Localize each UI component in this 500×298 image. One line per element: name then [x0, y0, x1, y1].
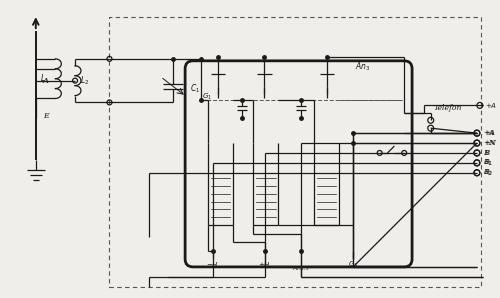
Text: $G_3$: $G_3$: [348, 260, 358, 270]
Text: $An_{1,2}$: $An_{1,2}$: [292, 265, 310, 273]
Text: $L_1$: $L_1$: [40, 72, 49, 85]
Text: +A: +A: [484, 129, 494, 137]
Text: Telefon: Telefon: [434, 104, 462, 112]
Text: +A: +A: [483, 129, 494, 137]
Text: $+A$: $+A$: [485, 101, 497, 110]
Text: $B_2$: $B_2$: [484, 168, 493, 178]
Text: +N: +N: [484, 139, 496, 147]
Text: $+H$: $+H$: [258, 260, 271, 269]
Text: A: A: [42, 77, 48, 85]
Text: $B_2$: $B_2$: [483, 168, 492, 178]
Text: B: B: [484, 149, 489, 157]
Text: $L_2$: $L_2$: [80, 74, 90, 87]
Text: $-H$: $-H$: [206, 260, 219, 269]
Text: $C_1$: $C_1$: [190, 82, 200, 95]
Text: E: E: [43, 112, 49, 120]
Text: B: B: [483, 149, 488, 157]
Text: $B_1$: $B_1$: [483, 158, 492, 168]
Text: $G_1$: $G_1$: [202, 91, 212, 102]
Text: +N: +N: [483, 139, 495, 147]
Text: $An_3$: $An_3$: [355, 60, 370, 73]
Text: $B_1$: $B_1$: [484, 158, 493, 168]
